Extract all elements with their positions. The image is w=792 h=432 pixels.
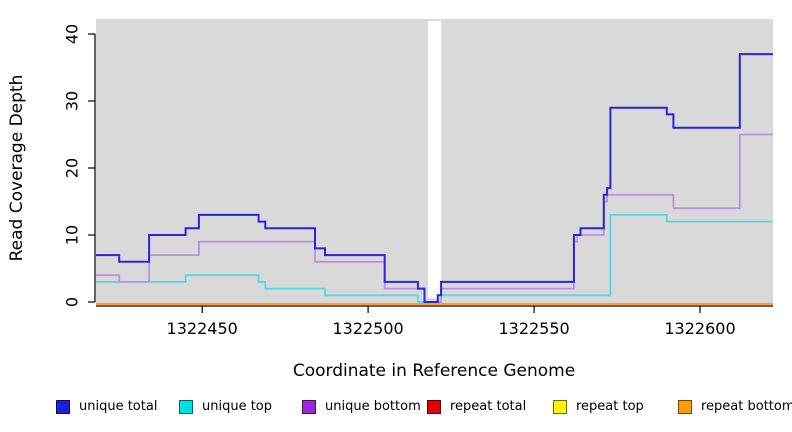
series-unique-total — [96, 53, 773, 303]
legend-swatch-icon — [678, 399, 692, 414]
legend-item-repeat-top: repeat top — [553, 399, 644, 414]
coverage-gap-band — [427, 21, 442, 298]
legend-swatch-icon — [302, 399, 316, 414]
legend: unique total unique top unique bottom repea… — [0, 399, 792, 425]
legend-item-unique-top: unique top — [179, 399, 272, 414]
x-axis-title: Coordinate in Reference Genome — [292, 361, 576, 381]
y-axis-title: Read Coverage Depth — [7, 74, 27, 262]
x-tick-label: 1322600 — [664, 319, 736, 338]
y-tick-label: 40 — [62, 23, 82, 45]
legend-item-repeat-total: repeat total — [427, 399, 526, 414]
y-axis — [88, 33, 96, 303]
x-tick-label: 1322550 — [498, 319, 570, 338]
legend-label: unique top — [202, 399, 273, 414]
y-tick-label: 30 — [62, 90, 82, 112]
legend-item-unique-bottom: unique bottom — [302, 399, 421, 414]
x-tick-label: 1322450 — [166, 319, 238, 338]
legend-swatch-icon — [553, 399, 567, 414]
y-tick-label: 20 — [62, 157, 82, 179]
y-tick-label: 0 — [62, 296, 82, 308]
legend-label: unique total — [79, 399, 158, 414]
y-tick-label: 10 — [62, 224, 82, 246]
legend-label: unique bottom — [325, 399, 421, 414]
legend-label: repeat bottom — [701, 399, 792, 414]
legend-item-unique-total: unique total — [56, 399, 157, 414]
legend-swatch-icon — [179, 399, 193, 414]
legend-item-repeat-bottom: repeat bottom — [678, 399, 792, 414]
legend-label: repeat total — [450, 399, 527, 414]
legend-label: repeat top — [576, 399, 644, 414]
x-tick-label: 1322500 — [332, 319, 404, 338]
x-axis — [96, 305, 773, 313]
legend-swatch-icon — [56, 399, 70, 414]
series-unique-top — [96, 214, 773, 303]
legend-swatch-icon — [427, 399, 441, 414]
